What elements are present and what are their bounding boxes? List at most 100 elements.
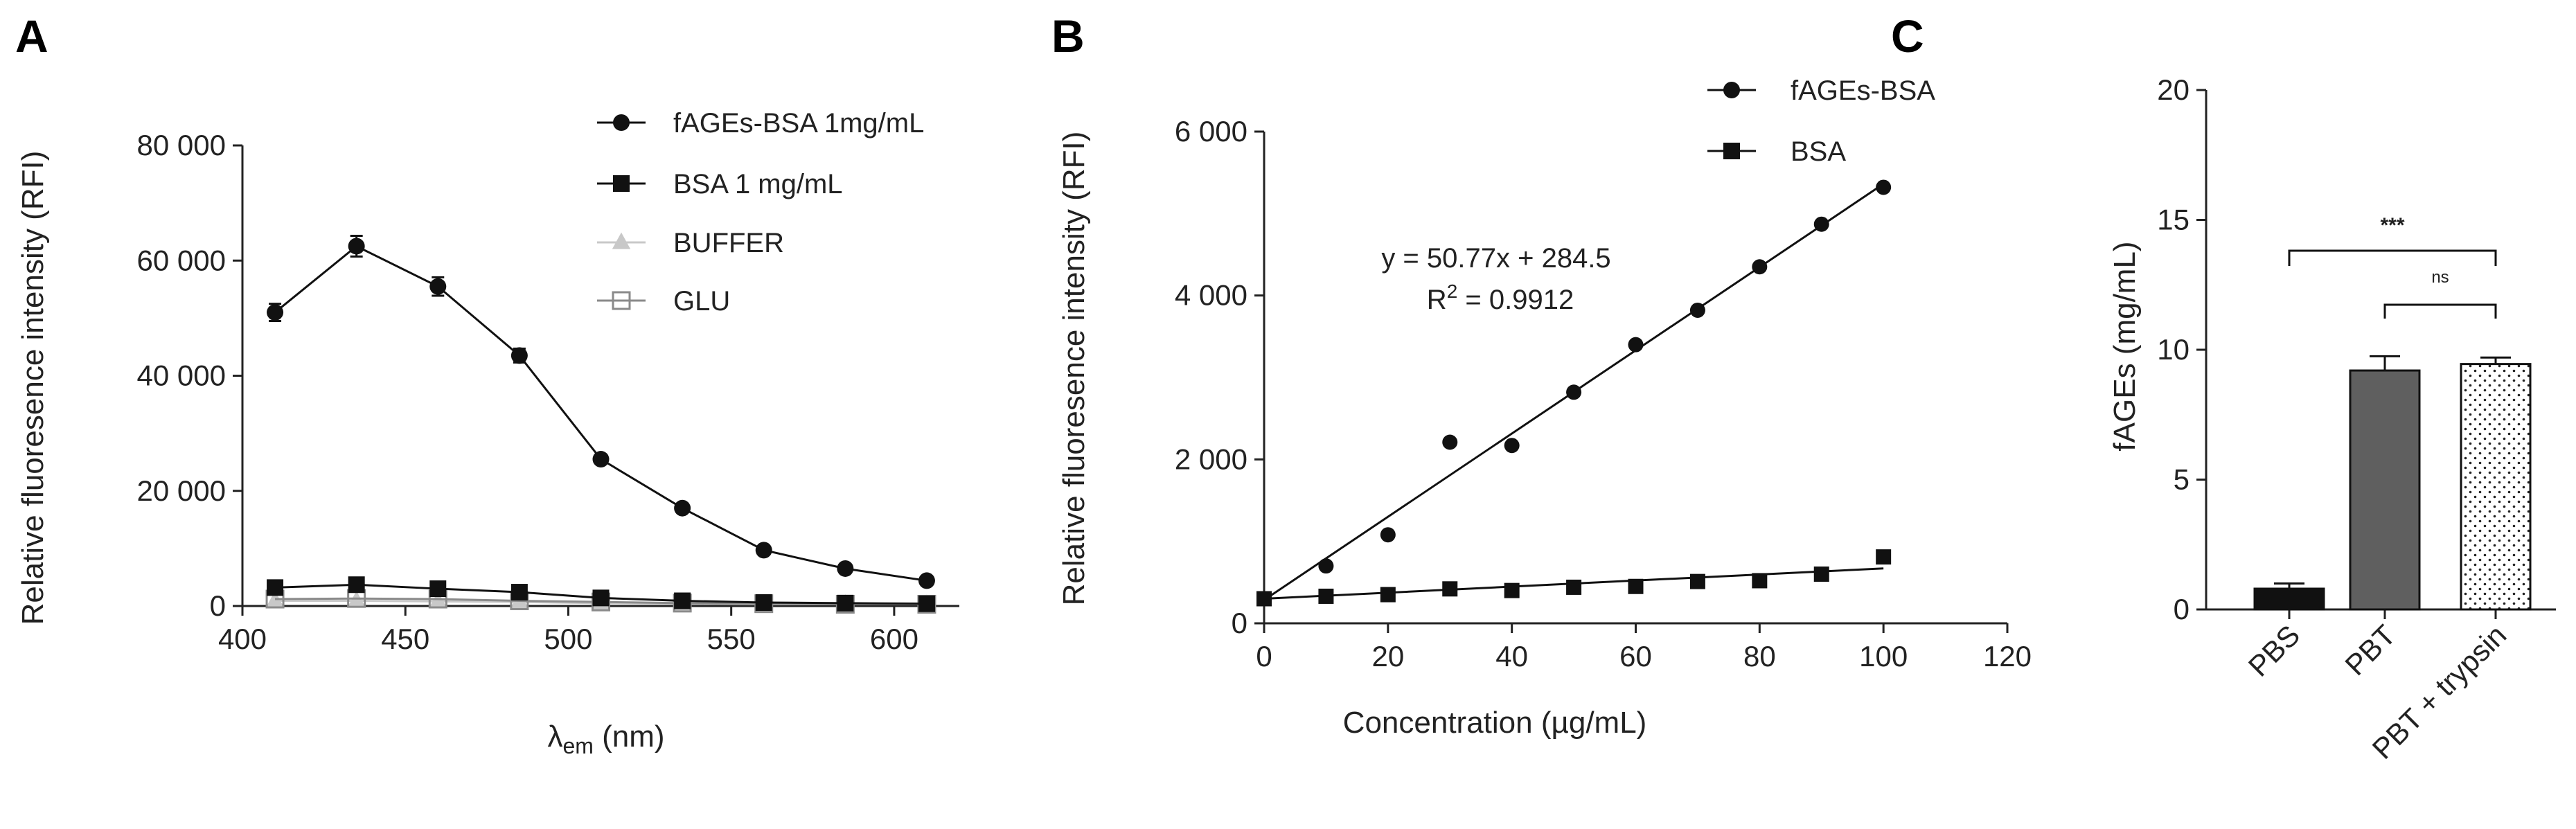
panel-a-axes: 400 450 500 550 600 0 20 000 40 000 60 000 80 000 — [137, 129, 959, 655]
panel-a-legend-marker — [612, 232, 631, 249]
panel-a-chart: 400 450 500 550 600 0 20 000 40 000 60 000 80 000… — [16, 108, 959, 758]
panel-a-data-point — [429, 278, 447, 295]
panel-b-data-point — [1628, 578, 1644, 594]
panel-c-significance-bracket — [2383, 303, 2497, 319]
panel-b-y-tick-label: 6 000 — [1175, 115, 1247, 148]
panel-a-y-tick-label: 60 000 — [137, 244, 226, 276]
panel-b-r2-prefix: R — [1427, 285, 1447, 315]
panel-a-data-point — [674, 499, 691, 517]
panel-b-data-point — [1318, 558, 1334, 574]
panel-b-r2-sup: 2 — [1447, 280, 1458, 302]
panel-c-significance-label: *** — [2380, 214, 2404, 237]
panel-b-x-axis-label: Concentration (µg/mL) — [1343, 706, 1647, 740]
panel-a-legend: fAGEs-BSA 1mg/mL BSA 1 mg/mL BUFFER GLU — [597, 108, 924, 317]
panel-letter-a: A — [15, 10, 48, 62]
panel-b-legend-label: fAGEs-BSA — [1791, 75, 1935, 106]
panel-a-x-tick-label: 450 — [381, 623, 429, 655]
panel-a-y-tick-label: 20 000 — [137, 474, 226, 507]
panel-a-legend-label: fAGEs-BSA 1mg/mL — [673, 108, 924, 139]
panel-c-bar — [2460, 363, 2532, 611]
panel-a-legend-label: BUFFER — [673, 228, 784, 258]
panel-b-legend-marker — [1723, 143, 1740, 159]
panel-a-data-point — [348, 576, 365, 594]
panel-a-data-point — [837, 594, 854, 612]
panel-b-data-point — [1628, 337, 1644, 353]
panel-b-data-point — [1566, 384, 1582, 400]
panel-a-series-line — [274, 244, 927, 582]
panel-a-y-tick-label: 80 000 — [137, 129, 226, 161]
panel-a-legend-marker — [613, 175, 630, 192]
panel-b-y-tick-label: 4 000 — [1175, 279, 1247, 312]
panel-b-data-point — [1813, 567, 1829, 582]
panel-a-data-point — [755, 542, 772, 559]
panel-b-data-point — [1566, 579, 1582, 595]
panel-b-legend: fAGEs-BSA BSA — [1707, 75, 1935, 167]
panel-b-x-tick-label: 20 — [1371, 640, 1404, 672]
panel-b-data-point — [1689, 573, 1705, 589]
panel-b-data-point — [1256, 591, 1272, 607]
panel-letter-b: B — [1051, 10, 1085, 62]
panel-b-x-tick-label: 120 — [1983, 640, 2032, 672]
panel-b-x-tick-label: 40 — [1495, 640, 1528, 672]
panel-c-y-tick-label: 20 — [2157, 73, 2189, 106]
panel-b-data-point — [1442, 434, 1458, 450]
panel-b-data-point — [1504, 438, 1520, 454]
panel-a-x-tick-label: 500 — [544, 623, 592, 655]
panel-b-data-point — [1876, 179, 1892, 195]
panel-a-y-tick-label: 40 000 — [137, 359, 226, 392]
panel-b-x-tick-label: 80 — [1743, 640, 1776, 672]
panel-b-y-tick-label: 2 000 — [1175, 443, 1247, 475]
panel-a-data-point — [267, 579, 284, 596]
panel-b-data-point — [1318, 588, 1334, 604]
panel-b-r2-suffix: = 0.9912 — [1457, 285, 1574, 315]
panel-c-y-tick-label: 0 — [2174, 593, 2189, 625]
panel-b-data-point — [1689, 302, 1705, 318]
panel-a-data-point — [348, 238, 365, 255]
panel-a-x-axis-label: λem (nm) — [547, 720, 664, 758]
panel-c-significance: *** ns — [2288, 214, 2497, 319]
panel-c-significance-bracket — [2288, 249, 2497, 266]
panel-a-data-point — [592, 451, 610, 468]
panel-b-legend-label: BSA — [1791, 136, 1846, 167]
panel-b-axes: 0 20 40 60 80 100 120 0 2 000 4 000 6 000 — [1175, 115, 2032, 672]
panel-b-data-point — [1752, 573, 1768, 589]
panel-b-data-point — [1876, 549, 1892, 565]
panel-b-y-tick-label: 0 — [1232, 607, 1247, 639]
panel-a-data-point — [267, 304, 284, 321]
panel-a-data-point — [265, 591, 285, 608]
panel-b-x-tick-label: 0 — [1256, 640, 1272, 672]
panel-a-data-point — [592, 589, 610, 607]
panel-c-y-tick-label: 5 — [2174, 463, 2189, 496]
panel-c-y-axis-label: fAGEs (mg/mL) — [2108, 241, 2142, 451]
panel-a-legend-marker — [613, 114, 630, 131]
panel-a-legend-label: GLU — [673, 286, 730, 317]
panel-b-legend-marker — [1723, 82, 1740, 98]
panel-b-chart: 0 20 40 60 80 100 120 0 2 000 4 000 6 000 Relative… — [1057, 75, 2032, 740]
panel-a-data-point — [755, 594, 772, 612]
panel-a-data-point — [429, 580, 447, 598]
panel-a-data-point — [918, 595, 935, 612]
panel-b-data-point — [1813, 216, 1829, 232]
panel-c-y-tick-label: 10 — [2157, 333, 2189, 366]
panel-b-data-point — [1752, 259, 1768, 275]
panel-a-series — [265, 235, 936, 614]
panel-a-data-point — [918, 572, 935, 589]
panel-a-x-tick-label: 550 — [707, 623, 756, 655]
panel-c-significance-label: ns — [2431, 268, 2449, 287]
panel-c-bar — [2349, 369, 2421, 611]
panel-b-data-point — [1442, 581, 1458, 597]
panel-a-y-axis-label: Relative fluoresence intensity (RFI) — [16, 151, 50, 625]
panel-a-data-point — [837, 560, 854, 577]
panel-c-bars — [2253, 355, 2532, 611]
panel-b-x-tick-label: 60 — [1619, 640, 1652, 672]
panel-letter-c: C — [1891, 10, 1924, 62]
panel-b-data-point — [1380, 587, 1396, 603]
panel-c-bar — [2253, 587, 2325, 611]
panel-b-x-tick-label: 100 — [1859, 640, 1908, 672]
panel-a-x-tick-label: 400 — [218, 623, 267, 655]
panel-a-x-label-sub: em — [562, 733, 593, 758]
panel-a-x-tick-label: 600 — [870, 623, 918, 655]
panel-b-r-squared: R2 = 0.9912 — [1427, 280, 1574, 315]
